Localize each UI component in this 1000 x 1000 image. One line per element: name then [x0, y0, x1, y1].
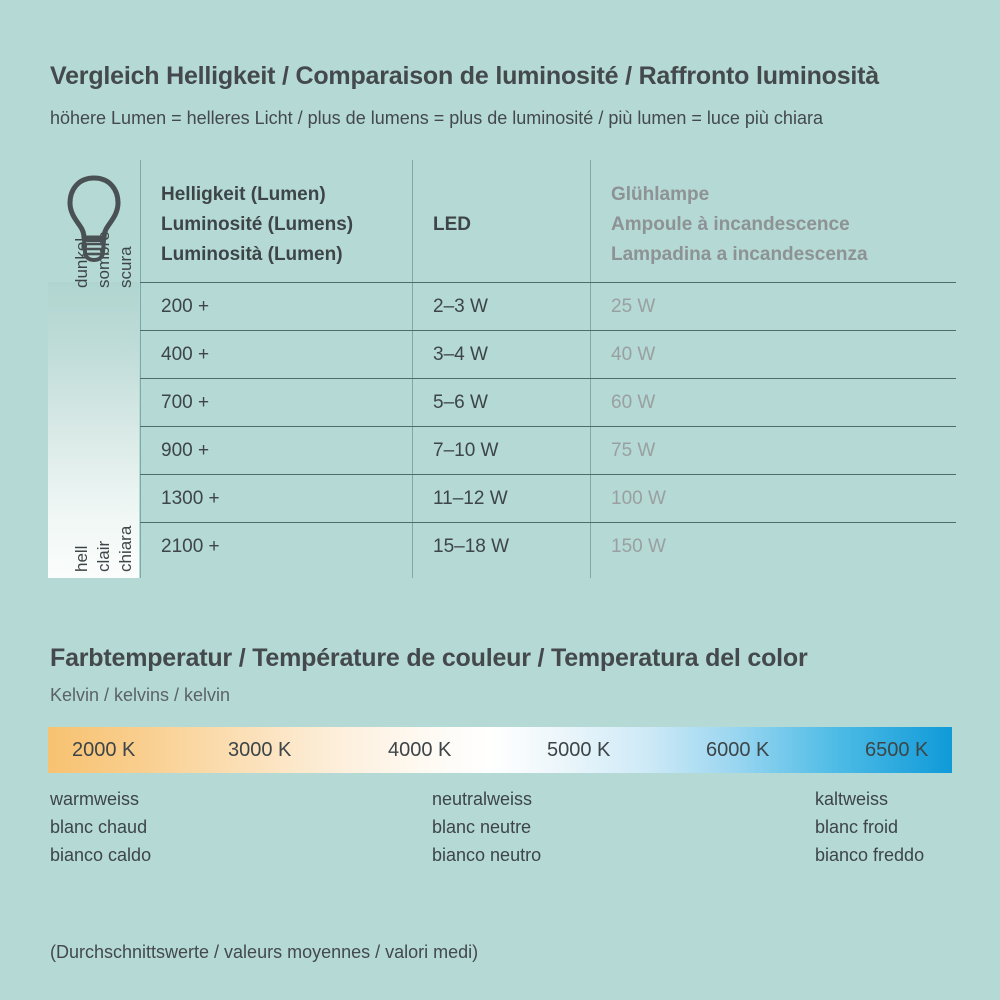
color-temperature-label-warm-fr: blanc chaud: [50, 817, 148, 837]
table-row-divider-header: [140, 282, 956, 283]
color-temperature-label-warm-de: warmweiss: [50, 789, 140, 809]
table-row-divider-2: [140, 378, 956, 379]
kelvin-tick-3000: 3000 K: [228, 739, 292, 761]
table-column-divider-2: [412, 160, 413, 578]
table-row: 900 +: [161, 440, 210, 461]
table-row-divider-5: [140, 522, 956, 523]
color-temperature-label-warm: warmweiss blanc chaud bianco caldo: [50, 785, 151, 869]
table-row-divider-3: [140, 426, 956, 427]
color-temperature-section-title: Farbtemperatur / Température de couleur …: [50, 644, 808, 672]
table-row: 60 W: [611, 392, 656, 413]
color-temperature-section-subtitle: Kelvin / kelvins / kelvin: [50, 685, 231, 705]
table-row: 100 W: [611, 488, 666, 509]
brightness-table: dunkel sombre scura hell clair chiara: [48, 160, 956, 580]
color-temperature-label-cold-fr: blanc froid: [815, 817, 899, 837]
table-row: 7–10 W: [433, 440, 499, 461]
table-row: 2–3 W: [433, 296, 488, 317]
color-temperature-label-neutral-de: neutralweiss: [432, 789, 533, 809]
table-row: 11–12 W: [433, 488, 508, 509]
table-header-incandescent: Glühlampe Ampoule à incandescence Lampad…: [611, 180, 868, 270]
kelvin-gradient-bar: 2000 K 3000 K 4000 K 5000 K 6000 K 6500 …: [48, 727, 952, 773]
brightness-scale-gradient: [48, 282, 139, 578]
color-temperature-label-cold: kaltweiss blanc froid bianco freddo: [815, 785, 924, 869]
footnote: (Durchschnittswerte / valeurs moyennes /…: [50, 942, 479, 962]
table-row: 3–4 W: [433, 344, 488, 365]
lightbulb-icon: [62, 172, 126, 270]
table-row: 75 W: [611, 440, 656, 461]
color-temperature-label-warm-it: bianco caldo: [50, 845, 152, 865]
table-header-lumen-de: Helligkeit (Lumen): [161, 184, 326, 205]
table-header-lumen-fr: Luminosité (Lumens): [161, 214, 354, 235]
color-temperature-label-cold-de: kaltweiss: [815, 789, 889, 809]
table-row-divider-1: [140, 330, 956, 331]
brightness-section-title: Vergleich Helligkeit / Comparaison de lu…: [50, 62, 880, 90]
kelvin-tick-6500: 6500 K: [865, 739, 929, 761]
table-header-led: LED: [433, 214, 471, 235]
table-header-incandescent-fr: Ampoule à incandescence: [611, 214, 850, 235]
table-header-incandescent-it: Lampadina a incandescenza: [611, 244, 868, 265]
scale-label-bright-de: hell: [72, 545, 91, 572]
scale-label-bright-fr: clair: [94, 540, 113, 572]
kelvin-tick-6000: 6000 K: [706, 739, 770, 761]
kelvin-tick-2000: 2000 K: [72, 739, 136, 761]
table-row-divider-4: [140, 474, 956, 475]
kelvin-tick-4000: 4000 K: [388, 739, 452, 761]
table-row: 400 +: [161, 344, 210, 365]
table-column-divider-1: [140, 160, 141, 578]
color-temperature-label-neutral-fr: blanc neutre: [432, 817, 532, 837]
table-row: 5–6 W: [433, 392, 488, 413]
table-row: 200 +: [161, 296, 210, 317]
table-row: 25 W: [611, 296, 656, 317]
table-row: 700 +: [161, 392, 210, 413]
brightness-section-subtitle: höhere Lumen = helleres Licht / plus de …: [50, 108, 823, 128]
color-temperature-label-cold-it: bianco freddo: [815, 845, 925, 865]
table-header-lumen-it: Luminosità (Lumen): [161, 244, 343, 265]
kelvin-tick-5000: 5000 K: [547, 739, 611, 761]
table-row: 2100 +: [161, 536, 220, 557]
table-header-lumen: Helligkeit (Lumen) Luminosité (Lumens) L…: [161, 180, 353, 270]
table-row: 150 W: [611, 536, 666, 557]
table-row: 40 W: [611, 344, 656, 365]
table-row: 1300 +: [161, 488, 220, 509]
scale-label-bright-it: chiara: [116, 525, 135, 572]
table-column-divider-3: [590, 160, 591, 578]
table-row: 15–18 W: [433, 536, 510, 557]
color-temperature-label-neutral: neutralweiss blanc neutre bianco neutro: [432, 785, 541, 869]
color-temperature-label-neutral-it: bianco neutro: [432, 845, 542, 865]
table-header-incandescent-de: Glühlampe: [611, 184, 710, 205]
